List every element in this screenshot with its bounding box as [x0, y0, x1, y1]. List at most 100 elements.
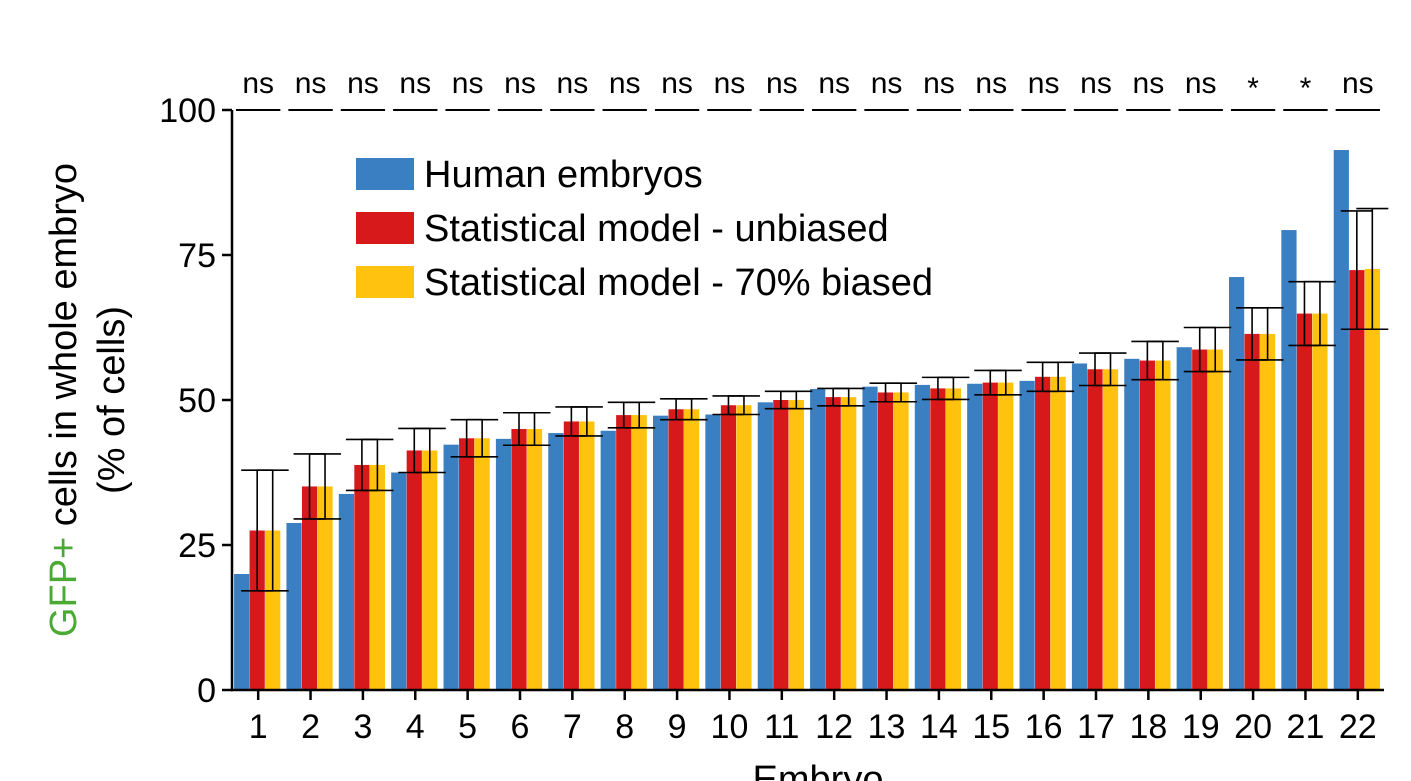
legend-swatch-2	[356, 212, 414, 244]
bar-1-17	[1071, 363, 1088, 690]
significance-label-8: ns	[609, 67, 641, 100]
legend-swatch-1	[356, 158, 414, 190]
bar-1-7	[548, 433, 564, 690]
bar-1-18	[1124, 358, 1140, 690]
x-tick-label-1: 1	[249, 708, 268, 746]
bar-1-3	[338, 493, 355, 690]
significance-label-22: ns	[1342, 67, 1374, 100]
bar-2-4	[406, 450, 422, 690]
bar-3-5	[474, 438, 490, 690]
legend-label-1: Human embryos	[424, 154, 703, 196]
bar-1-1	[234, 574, 250, 690]
bar-2-22	[1349, 270, 1365, 690]
bar-3-12	[841, 397, 857, 690]
significance-label-5: ns	[452, 67, 484, 100]
bar-2-14	[930, 388, 946, 690]
x-tick-label-13: 13	[868, 708, 906, 746]
significance-label-20: *	[1247, 72, 1259, 105]
bar-1-11	[757, 402, 773, 690]
svg-text:GFP+ cells in whole embryo: GFP+ cells in whole embryo	[43, 163, 85, 637]
bar-2-15	[982, 382, 998, 690]
significance-label-16: ns	[1028, 67, 1060, 100]
x-tick-label-9: 9	[668, 708, 687, 746]
significance-label-12: ns	[818, 67, 850, 100]
bar-3-17	[1102, 369, 1119, 690]
bar-3-13	[893, 392, 909, 690]
x-tick-label-18: 18	[1129, 708, 1167, 746]
x-tick-label-3: 3	[353, 708, 372, 746]
bar-1-15	[967, 383, 983, 690]
bar-3-9	[683, 409, 700, 690]
x-tick-label-15: 15	[972, 708, 1010, 746]
significance-label-3: ns	[347, 67, 379, 100]
y-axis-title-line2: (% of cells)	[91, 306, 133, 494]
bar-1-6	[495, 438, 512, 690]
y-axis-title-prefix: GFP+	[43, 537, 85, 637]
bar-1-22	[1333, 150, 1349, 690]
y-tick-label-50: 50	[178, 382, 216, 420]
bar-3-19	[1207, 349, 1223, 690]
bar-3-11	[788, 400, 804, 690]
x-tick-label-7: 7	[563, 708, 582, 746]
bar-1-14	[914, 384, 931, 690]
bar-2-10	[720, 405, 737, 690]
legend-label-3: Statistical model - 70% biased	[424, 262, 933, 304]
y-tick-label-25: 25	[178, 527, 216, 565]
x-tick-label-6: 6	[511, 708, 530, 746]
bar-1-4	[391, 472, 407, 690]
y-axis-title-rest: cells in whole embryo	[43, 163, 85, 537]
error-bars-group	[241, 207, 1389, 592]
bar-1-20	[1228, 277, 1245, 690]
significance-label-19: ns	[1185, 67, 1217, 100]
y-axis-title: GFP+ cells in whole embryo (% of cells)	[43, 163, 133, 637]
bar-1-21	[1281, 230, 1297, 690]
x-tick-label-8: 8	[615, 708, 634, 746]
x-tick-label-12: 12	[815, 708, 853, 746]
x-tick-label-17: 17	[1077, 708, 1115, 746]
bar-2-11	[773, 400, 789, 690]
bar-2-9	[668, 409, 684, 690]
bar-3-7	[579, 421, 595, 690]
significance-label-7: ns	[557, 67, 589, 100]
x-tick-label-2: 2	[301, 708, 320, 746]
bar-1-13	[862, 386, 878, 690]
bar-2-12	[825, 397, 841, 690]
y-tick-label-75: 75	[178, 237, 216, 275]
bar-1-5	[443, 444, 459, 690]
bar-3-8	[631, 415, 647, 690]
bar-2-5	[459, 438, 475, 690]
bar-2-7	[563, 421, 579, 690]
bar-1-16	[1019, 380, 1035, 690]
significance-label-6: ns	[504, 67, 536, 100]
bar-2-18	[1139, 360, 1155, 690]
bar-3-4	[422, 450, 438, 690]
y-tick-label-0: 0	[197, 672, 216, 710]
significance-label-18: ns	[1133, 67, 1165, 100]
x-tick-label-21: 21	[1287, 708, 1325, 746]
bar-2-1	[249, 530, 265, 690]
bar-3-22	[1364, 268, 1380, 690]
significance-label-11: ns	[766, 67, 798, 100]
bar-2-13	[877, 392, 894, 690]
bar-3-1	[265, 530, 281, 690]
x-tick-label-5: 5	[458, 708, 477, 746]
bar-2-2	[301, 486, 318, 690]
significance-label-4: ns	[399, 67, 431, 100]
bar-3-2	[317, 486, 333, 690]
bar-2-21	[1296, 313, 1313, 690]
bar-3-20	[1259, 333, 1276, 690]
bar-2-20	[1244, 333, 1260, 690]
significance-label-14: ns	[923, 67, 955, 100]
x-tick-label-11: 11	[764, 708, 799, 746]
bar-3-21	[1312, 313, 1328, 690]
legend-label-2: Statistical model - unbiased	[424, 208, 889, 250]
significance-label-10: ns	[714, 67, 746, 100]
significance-label-17: ns	[1080, 67, 1112, 100]
bar-3-10	[736, 405, 752, 690]
x-tick-label-20: 20	[1234, 708, 1272, 746]
bar-2-6	[511, 429, 527, 690]
significance-label-9: ns	[661, 67, 693, 100]
bar-2-16	[1035, 376, 1051, 690]
